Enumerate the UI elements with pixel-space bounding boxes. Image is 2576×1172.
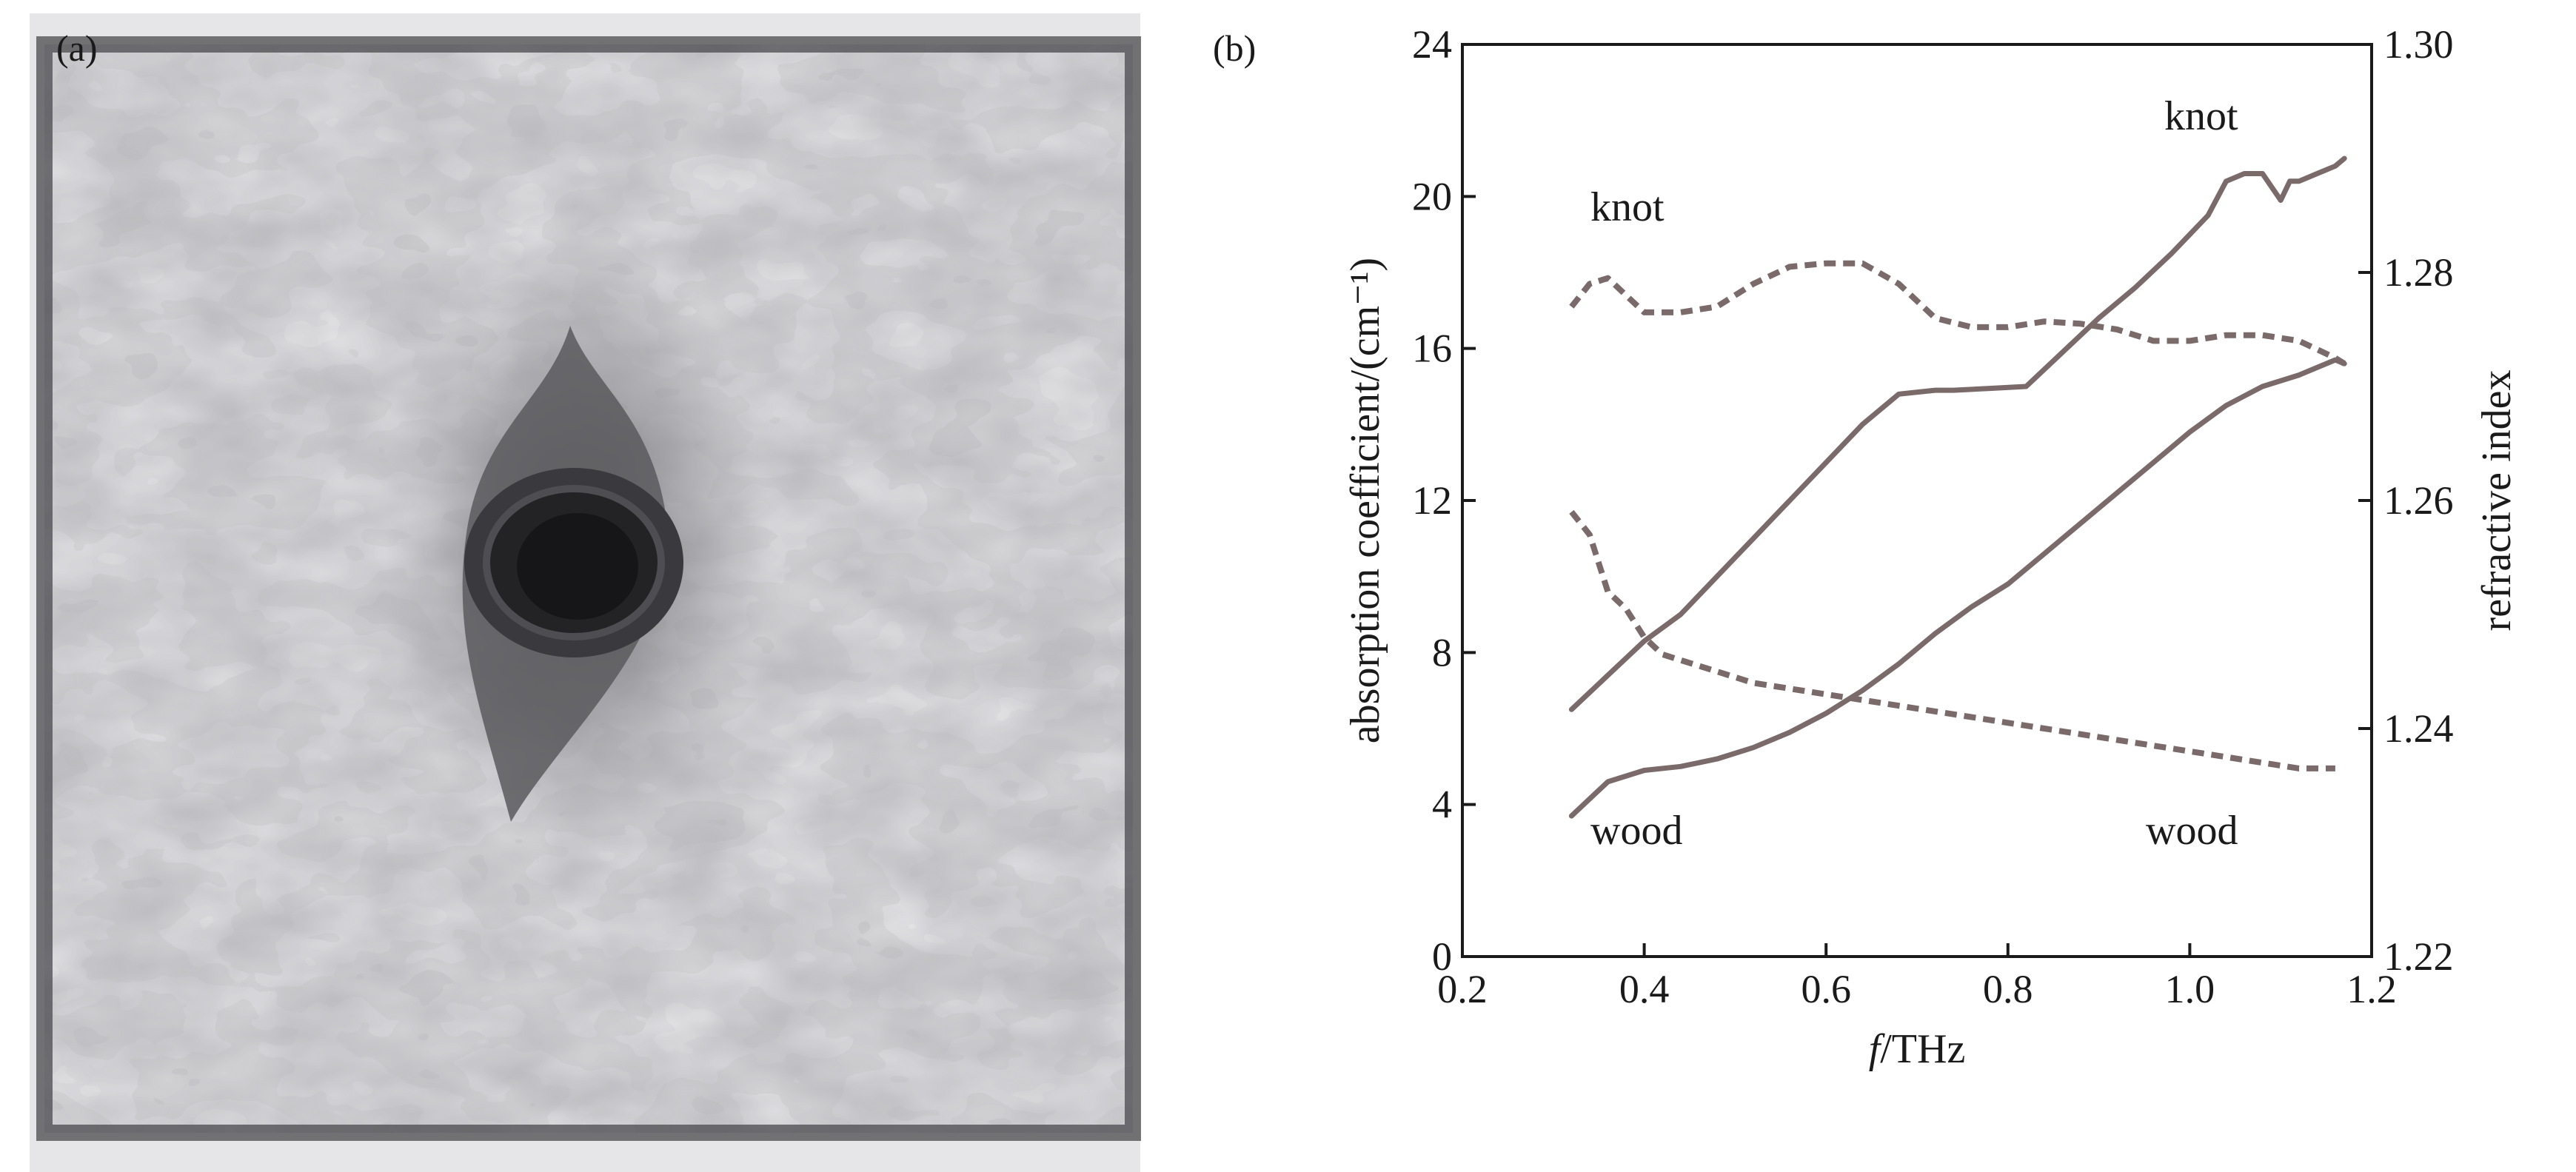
y-tick-label: 8 <box>1432 630 1452 674</box>
chart-ticks: 0.2 0.4 0.6 0.8 1.0 1.2 0 4 8 12 16 20 24 1.22 1.24 1.2… <box>1412 22 2454 1011</box>
annotation-knot-right: knot <box>2164 93 2238 139</box>
series-line-2 <box>1569 260 2346 366</box>
panel-b-label: (b) <box>1213 27 1256 69</box>
panel-a-label: (a) <box>56 27 98 69</box>
series-line-0 <box>1568 155 2347 712</box>
y-tick-label: 24 <box>1412 22 1452 67</box>
y-tick-label: 16 <box>1412 327 1452 371</box>
y-axis-title: absorption coefficient/(cm⁻¹) <box>1342 258 1388 743</box>
series-line-1 <box>1568 357 2347 819</box>
y2-tick-label: 1.30 <box>2383 22 2454 67</box>
panel-b: (b) 0.2 0.4 0.6 0.8 1.0 1.2 0 4 8 12 16 20 24 1.22 1.2… <box>1213 22 2520 1072</box>
x-axis-title: f/THz <box>1869 1026 1966 1072</box>
y2-tick-label: 1.26 <box>2383 478 2454 523</box>
y2-tick-label: 1.28 <box>2383 250 2454 295</box>
x-tick-label: 1.2 <box>2346 967 2397 1011</box>
sample-edge <box>36 36 1141 1141</box>
x-tick-label: 1.0 <box>2165 967 2215 1011</box>
x-tick-label: 0.2 <box>1437 967 1488 1011</box>
x-tick-label: 0.4 <box>1619 967 1670 1011</box>
chart-series <box>1568 155 2347 819</box>
y2-tick-label: 1.22 <box>2383 934 2454 979</box>
x-tick-label: 0.8 <box>1983 967 2033 1011</box>
axis-titles: f/THz absorption coefficient/(cm⁻¹) refr… <box>1342 258 2520 1072</box>
y-tick-label: 0 <box>1432 934 1452 979</box>
panel-a: (a) <box>30 13 1141 1172</box>
y2-axis-title: refractive index <box>2474 370 2520 632</box>
series-line-3 <box>1569 509 2335 771</box>
y-tick-label: 4 <box>1432 783 1452 827</box>
y-tick-label: 20 <box>1412 174 1452 218</box>
annotations: knot knot wood wood <box>1590 93 2238 854</box>
annotation-wood-right: wood <box>2146 808 2238 854</box>
x-axis-title-rest: /THz <box>1880 1026 1965 1072</box>
y2-tick-label: 1.24 <box>2383 706 2454 751</box>
y-tick-label: 12 <box>1412 478 1452 523</box>
knot-core <box>517 513 638 620</box>
annotation-wood-left: wood <box>1590 808 1682 854</box>
x-tick-label: 0.6 <box>1801 967 1851 1011</box>
annotation-knot-left: knot <box>1590 184 1665 230</box>
